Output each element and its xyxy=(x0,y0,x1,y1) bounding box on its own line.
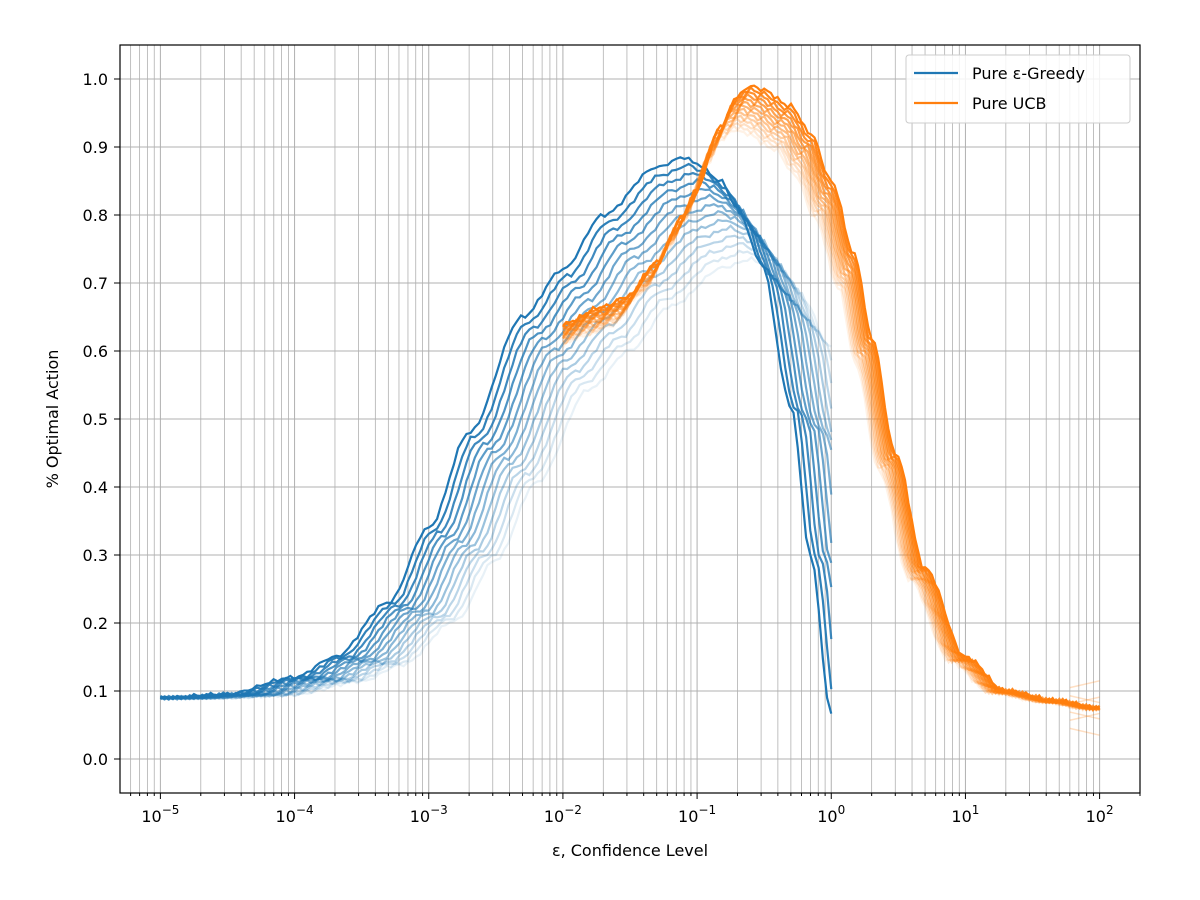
x-tick-label: 10−3 xyxy=(410,803,448,826)
legend: Pure ε-Greedy Pure UCB xyxy=(905,54,1131,124)
y-tick-label: 0.8 xyxy=(83,206,108,225)
y-axis-label: % Optimal Action xyxy=(43,350,62,489)
greedy-run-line xyxy=(160,242,833,701)
greedy-run-line xyxy=(159,249,833,701)
greedy-run-line xyxy=(159,162,833,700)
ucb-run-line xyxy=(562,84,1100,710)
x-tick-label: 10−1 xyxy=(678,803,716,826)
ucb-noise-segment xyxy=(1069,680,1100,689)
y-tick-label: 0.6 xyxy=(83,342,108,361)
greedy-run-line xyxy=(160,224,833,701)
ucb-run-line xyxy=(562,124,1101,712)
grid-layer xyxy=(120,45,1141,793)
greedy-run-line xyxy=(160,156,833,714)
tick-layer: 0.0 0.1 0.2 0.3 0.4 0.5 0.6 0.7 0.8 0.9 1.0 10−5 10−… xyxy=(83,70,1141,826)
data-layer xyxy=(159,84,1101,736)
greedy-run-line xyxy=(160,178,833,701)
y-tick-label: 1.0 xyxy=(83,70,108,89)
y-tick-label: 0.5 xyxy=(83,410,108,429)
greedy-run-line xyxy=(160,218,833,701)
greedy-run-line xyxy=(159,187,833,701)
x-tick-label: 10−4 xyxy=(276,803,314,826)
greedy-run-line xyxy=(160,255,832,701)
greedy-run-line xyxy=(160,171,833,701)
ucb-noise-segment xyxy=(1069,712,1100,721)
ucb-noise-segment xyxy=(1069,727,1100,736)
legend-label-ucb: Pure UCB xyxy=(972,94,1047,113)
ucb-noise-segment xyxy=(1069,695,1100,704)
ucb-noise-segment xyxy=(1069,696,1100,705)
y-tick-label: 0.3 xyxy=(83,546,108,565)
y-tick-label: 0.1 xyxy=(83,682,108,701)
ucb-run-line xyxy=(562,122,1100,711)
y-tick-label: 0.2 xyxy=(83,614,108,633)
x-tick-label: 10−2 xyxy=(544,803,582,826)
x-tick-label: 102 xyxy=(1086,803,1114,826)
y-tick-label: 0.7 xyxy=(83,274,108,293)
x-tick-label: 100 xyxy=(817,803,845,826)
y-tick-label: 0.9 xyxy=(83,138,108,157)
ucb-noise-segment xyxy=(1069,711,1100,720)
greedy-run-line xyxy=(159,234,833,701)
y-tick-label: 0.4 xyxy=(83,478,108,497)
legend-box xyxy=(905,54,1131,124)
x-tick-label: 101 xyxy=(951,803,979,826)
x-axis-label: ε, Confidence Level xyxy=(552,841,708,860)
greedy-run-line xyxy=(159,193,833,701)
legend-label-greedy: Pure ε-Greedy xyxy=(972,64,1085,83)
y-tick-label: 0.0 xyxy=(83,750,108,769)
x-tick-label: 10−5 xyxy=(141,803,179,826)
